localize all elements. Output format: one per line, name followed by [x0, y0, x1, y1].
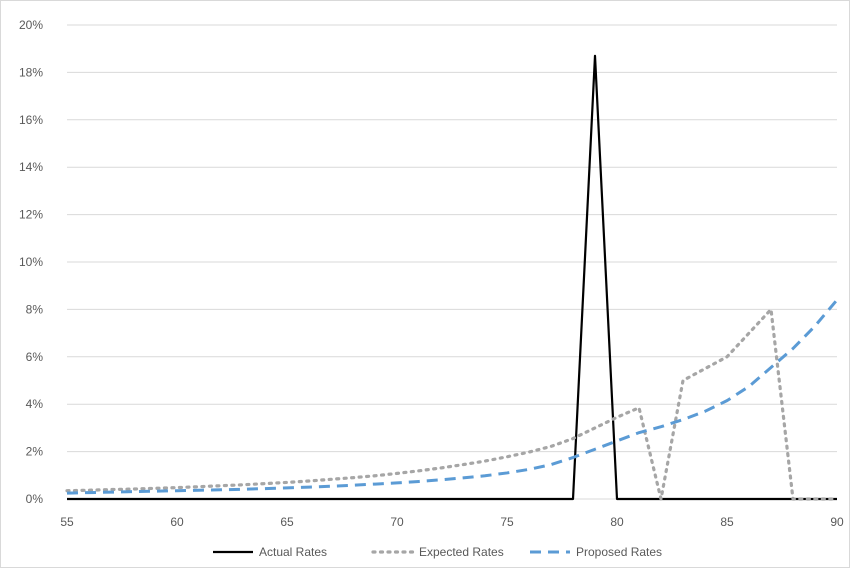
y-tick-label: 8% — [26, 302, 44, 316]
y-tick-label: 4% — [26, 397, 44, 411]
legend-label: Expected Rates — [419, 545, 504, 559]
x-tick-label: 60 — [170, 515, 184, 529]
axes: 0% 2% 4% 6% 8% 10% 12% 14% 16% 18% 20% 55 60 65 70 75 80… — [19, 18, 844, 529]
y-tick-label: 12% — [19, 208, 43, 222]
y-tick-label: 0% — [26, 492, 44, 506]
y-tick-label: 14% — [19, 160, 43, 174]
y-tick-label: 6% — [26, 350, 44, 364]
x-tick-label: 65 — [280, 515, 294, 529]
series-line-actual-rates — [67, 54, 837, 501]
x-tick-label: 55 — [60, 515, 74, 529]
y-tick-label: 10% — [19, 255, 43, 269]
x-tick-label: 90 — [830, 515, 844, 529]
legend-label: Proposed Rates — [576, 545, 662, 559]
x-tick-label: 75 — [500, 515, 514, 529]
series-line-proposed-rates — [66, 298, 839, 495]
gridlines — [67, 24, 837, 453]
legend: Actual Rates Expected Rates Proposed Rates — [213, 545, 662, 559]
series-line-expected-rates — [65, 307, 839, 501]
x-tick-label: 70 — [390, 515, 404, 529]
x-tick-label: 85 — [720, 515, 734, 529]
series-lines — [65, 54, 839, 501]
x-tick-label: 80 — [610, 515, 624, 529]
y-tick-label: 18% — [19, 65, 43, 79]
legend-label: Actual Rates — [259, 545, 327, 559]
y-tick-label: 20% — [19, 18, 43, 32]
y-tick-label: 2% — [26, 445, 44, 459]
y-tick-label: 16% — [19, 113, 43, 127]
